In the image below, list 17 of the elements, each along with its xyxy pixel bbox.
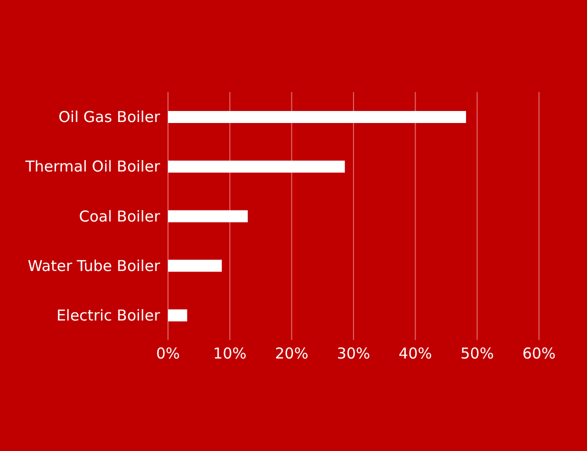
x-tick-label: 20% xyxy=(274,344,308,363)
x-tick-label: 30% xyxy=(336,344,370,363)
y-tick-label: Water Tube Boiler xyxy=(28,256,161,275)
bar xyxy=(168,160,345,173)
x-tick-label: 40% xyxy=(398,344,432,363)
bar xyxy=(168,309,188,322)
x-tick-label: 60% xyxy=(522,344,556,363)
bar xyxy=(168,210,248,222)
bar xyxy=(168,111,466,123)
y-tick-label: Oil Gas Boiler xyxy=(58,108,161,126)
x-tick-label: 10% xyxy=(213,344,247,363)
bar xyxy=(168,260,222,272)
y-tick-label: Coal Boiler xyxy=(79,207,161,226)
y-tick-label: Thermal Oil Boiler xyxy=(24,158,161,176)
x-tick-label: 50% xyxy=(460,344,494,363)
x-tick-label: 0% xyxy=(156,344,180,363)
y-tick-label: Electric Boiler xyxy=(56,306,161,325)
